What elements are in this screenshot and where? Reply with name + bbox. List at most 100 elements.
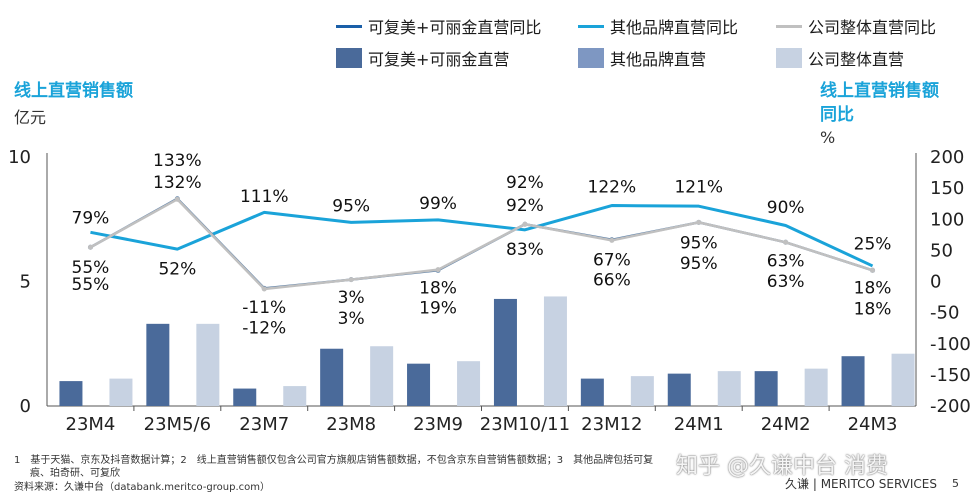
source-note: 资料来源：久谦中台（databank.meritco-group.com） [14, 482, 271, 493]
legend-label: 公司整体直营 [808, 50, 905, 69]
legend-swatch [776, 24, 802, 28]
bar-1 [804, 368, 828, 406]
data-label: 133% [153, 151, 202, 171]
right-tick-label: 0 [930, 272, 941, 293]
right-tick-label: -50 [930, 303, 959, 324]
page-number: 5 [952, 477, 959, 490]
data-label: 132% [153, 173, 202, 193]
bar-0 [754, 371, 778, 406]
data-label: 95% [680, 254, 718, 274]
right-axis-unit: % [820, 128, 836, 147]
legend-label: 可复美+可丽金直营同比 [368, 18, 542, 37]
line-point-2 [783, 239, 789, 245]
bar-0 [233, 388, 257, 406]
bar-1 [543, 296, 567, 406]
data-label: 79% [72, 208, 110, 228]
right-tick-label: 50 [930, 240, 953, 261]
x-tick-label: 24M3 [848, 414, 898, 435]
x-tick-label: 23M12 [581, 414, 642, 435]
data-label: 95% [332, 197, 370, 217]
legend-item-other-sales: 其他品牌直营 [578, 46, 706, 70]
x-tick-label: 23M10/11 [480, 414, 570, 435]
right-axis-title-line1: 线上直营销售额 [820, 81, 939, 101]
bar-0 [320, 348, 344, 406]
bar-1 [891, 353, 915, 406]
line-point-2 [261, 286, 267, 292]
line-point-2 [87, 244, 93, 250]
bar-0 [667, 373, 691, 406]
right-tick-label: -100 [930, 334, 971, 355]
data-label: 25% [854, 235, 892, 255]
data-label: 83% [506, 240, 544, 260]
right-tick-label: 150 [930, 178, 964, 199]
right-axis-title-line2: 同比 [820, 105, 854, 125]
footnote-line2: 痕、珀奇研、可复欣 [30, 468, 120, 479]
data-label: 111% [240, 187, 289, 207]
data-label: 63% [767, 251, 805, 271]
x-tick-label: 23M8 [326, 414, 376, 435]
footnote-line1: 1 基于天猫、京东及抖音数据计算；2 线上直营销售额仅包含公司官方旗舰店销售额数… [14, 455, 654, 466]
legend-swatch [776, 48, 802, 68]
legend-swatch [578, 24, 604, 28]
data-label: 66% [593, 271, 631, 291]
bar-0 [580, 378, 604, 406]
x-tick-label: 24M1 [674, 414, 724, 435]
data-label: 122% [588, 177, 637, 197]
data-label: 63% [767, 272, 805, 292]
x-tick-label: 23M9 [413, 414, 463, 435]
line-series-0 [90, 204, 874, 268]
x-tick-label: 23M7 [239, 414, 289, 435]
x-tick-label: 24M2 [761, 414, 811, 435]
legend-item-kfm-growth: 可复美+可丽金直营同比 [336, 14, 541, 38]
data-label: -11% [242, 298, 286, 318]
legend-label: 公司整体直营同比 [808, 18, 937, 37]
x-tick-label: 23M4 [66, 414, 116, 435]
line-point-2 [348, 277, 354, 283]
legend-item-kfm-sales: 可复美+可丽金直营 [336, 46, 509, 70]
data-label: 121% [674, 177, 723, 197]
data-label: 18% [854, 279, 892, 299]
data-label: 3% [338, 309, 365, 329]
line-point-2 [609, 237, 615, 243]
right-tick-label: -150 [930, 365, 971, 386]
bar-0 [59, 381, 83, 406]
data-label: 55% [72, 258, 110, 278]
line-point-2 [174, 196, 180, 202]
left-axis-title: 线上直营销售额 [14, 81, 133, 101]
data-label: 90% [767, 198, 805, 218]
bar-0 [407, 363, 431, 406]
data-label: 67% [593, 251, 631, 271]
data-label: 18% [419, 279, 457, 299]
left-tick-label: 5 [20, 272, 31, 293]
legend-item-other-growth: 其他品牌直营同比 [578, 14, 738, 38]
line-point-2 [696, 219, 702, 225]
right-tick-label: -200 [930, 396, 971, 417]
bar-1 [283, 386, 307, 406]
bar-1 [196, 323, 220, 406]
data-label: -12% [242, 319, 286, 339]
data-label: 99% [419, 194, 457, 214]
line-series-2 [89, 198, 873, 291]
legend-swatch [336, 48, 362, 68]
right-tick-label: 100 [930, 209, 964, 230]
line-point-2 [522, 221, 528, 227]
bar-1 [370, 346, 394, 406]
legend-label: 其他品牌直营同比 [610, 18, 739, 37]
brand-logo: 久谦 | MERITCO SERVICES [785, 477, 937, 491]
line-point-2 [870, 267, 876, 273]
watermark: 知乎 @久谦中台 消费 [676, 454, 888, 479]
data-label: 3% [338, 288, 365, 308]
bar-0 [146, 323, 170, 406]
left-axis-unit: 亿元 [14, 108, 47, 127]
left-tick-label: 0 [20, 396, 31, 417]
legend-swatch [336, 24, 362, 28]
x-tick-label: 23M5/6 [144, 414, 211, 435]
legend-label: 可复美+可丽金直营 [368, 50, 510, 69]
data-label: 19% [419, 299, 457, 319]
bar-1 [457, 361, 481, 406]
data-label: 95% [680, 233, 718, 253]
legend-label: 其他品牌直营 [610, 50, 707, 69]
bar-1 [717, 371, 741, 406]
bar-1 [109, 378, 133, 406]
